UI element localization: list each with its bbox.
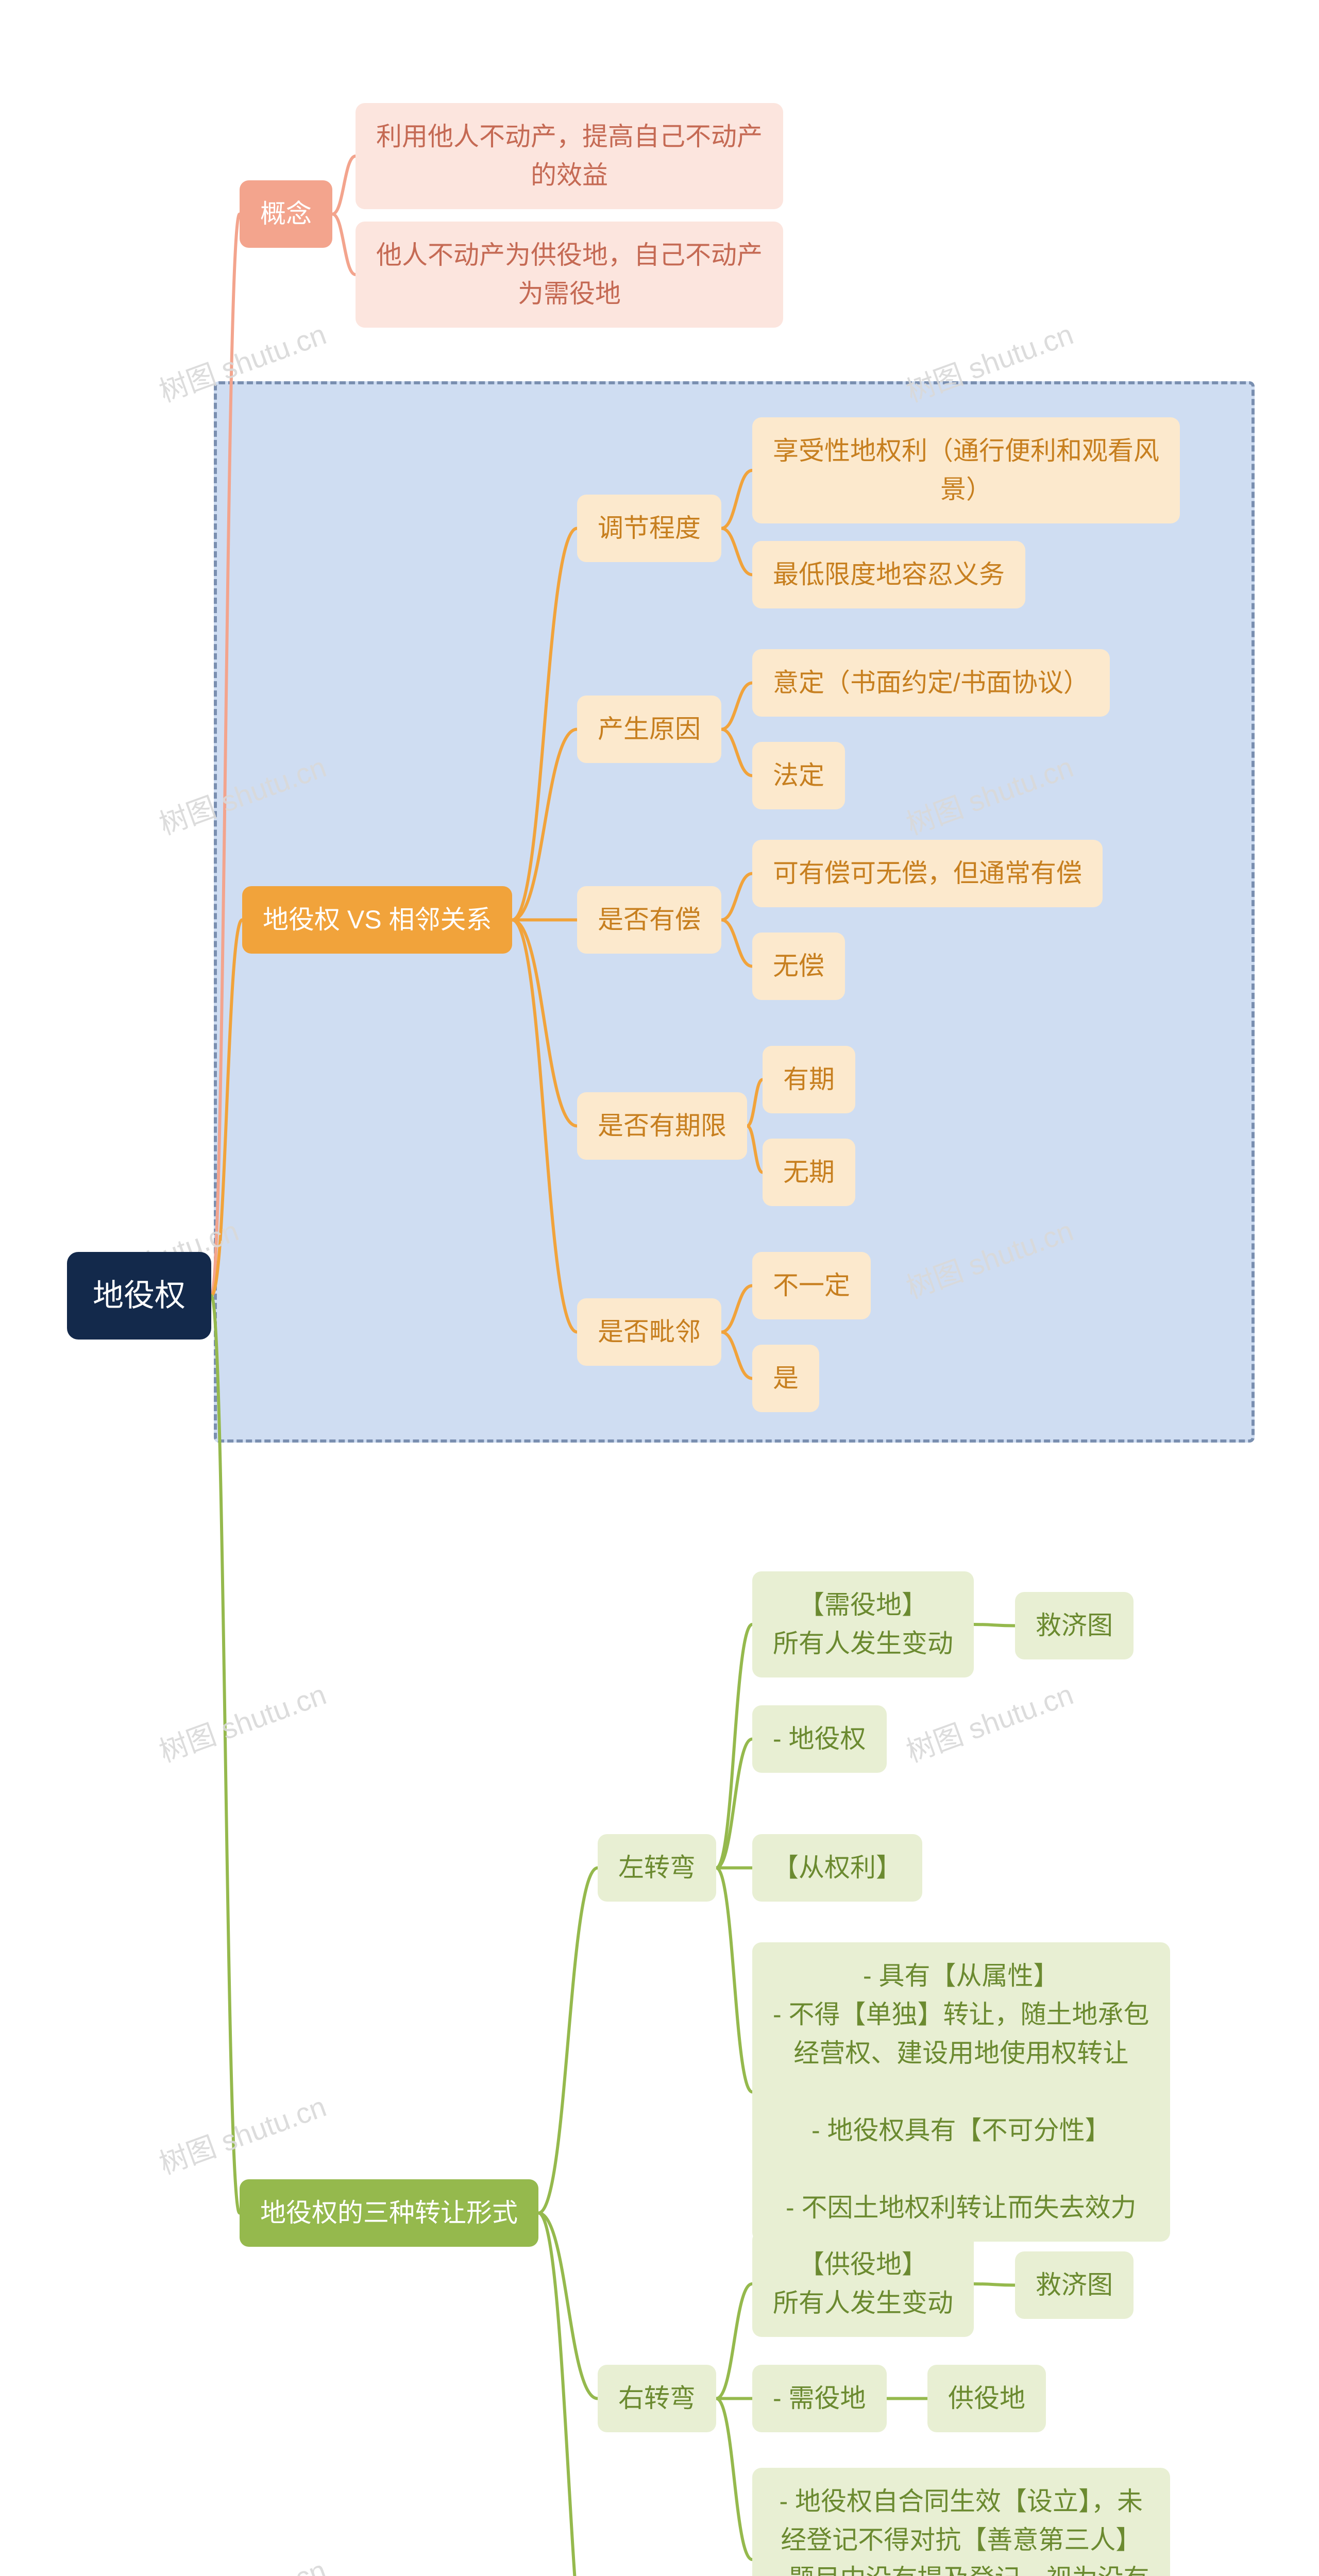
node-concept: 概念 [240,180,332,248]
node-transfer: 地役权的三种转让形式 [240,2179,538,2247]
node-right_c: - 地役权自合同生效【设立】，未 经登记不得对抗【善意第三人】 - 题目中没有提… [752,2468,1170,2576]
watermark: 树图 shutu.cn [153,2083,331,2182]
node-term: 是否有期限 [577,1092,747,1160]
watermark: 树图 shutu.cn [153,2547,331,2576]
connector [538,2213,598,2576]
node-cause: 产生原因 [577,696,721,763]
node-right: 右转弯 [598,2365,716,2432]
connector [716,1868,752,2092]
node-term_a: 有期 [763,1046,855,1113]
watermark: 树图 shutu.cn [900,1671,1078,1770]
node-right_b: - 需役地 [752,2365,887,2432]
node-adj_a: 享受性地权利（通行便利和观看风 景） [752,417,1180,523]
node-adj2_b: 是 [752,1345,819,1412]
connector [716,2399,752,2560]
node-adj2_a: 不一定 [752,1252,871,1319]
node-cause_a: 意定（书面约定/书面协议） [752,649,1110,717]
node-left_b: - 地役权 [752,1705,887,1773]
connector [538,1868,598,2213]
node-vs: 地役权 VS 相邻关系 [242,886,512,954]
node-concept_a: 利用他人不动产，提高自己不动产 的效益 [356,103,783,209]
connector [974,2284,1015,2285]
node-left_d: - 具有【从属性】 - 不得【单独】转让，随土地承包 经营权、建设用地使用权转让… [752,1942,1170,2242]
node-left_a: 【需役地】 所有人发生变动 [752,1571,974,1677]
node-right_a: 【供役地】 所有人发生变动 [752,2231,974,2337]
node-adj_b: 最低限度地容忍义务 [752,541,1025,608]
connector [716,1624,752,1868]
node-paid_a: 可有偿可无偿，但通常有偿 [752,840,1103,907]
watermark: 树图 shutu.cn [153,1671,331,1770]
node-cause_b: 法定 [752,742,845,809]
node-adj2: 是否毗邻 [577,1298,721,1366]
node-paid: 是否有偿 [577,886,721,954]
node-concept_b: 他人不动产为供役地，自己不动产 为需役地 [356,222,783,328]
node-right_a_r: 救济图 [1015,2251,1134,2319]
connector [332,156,356,214]
node-left_a_r: 救济图 [1015,1592,1134,1659]
connector [538,2213,598,2399]
node-paid_b: 无偿 [752,933,845,1000]
connector [332,214,356,275]
connector [716,2284,752,2399]
connector [974,1624,1015,1626]
mindmap-canvas: 树图 shutu.cn 树图 shutu.cn 树图 shutu.cn 树图 shut… [0,0,1319,2576]
node-term_b: 无期 [763,1139,855,1206]
node-adj: 调节程度 [577,495,721,562]
node-left: 左转弯 [598,1834,716,1902]
root-node: 地役权 [67,1252,211,1340]
connector [716,1739,752,1868]
node-left_c: 【从权利】 [752,1834,922,1902]
node-right_b_r: 供役地 [927,2365,1046,2432]
